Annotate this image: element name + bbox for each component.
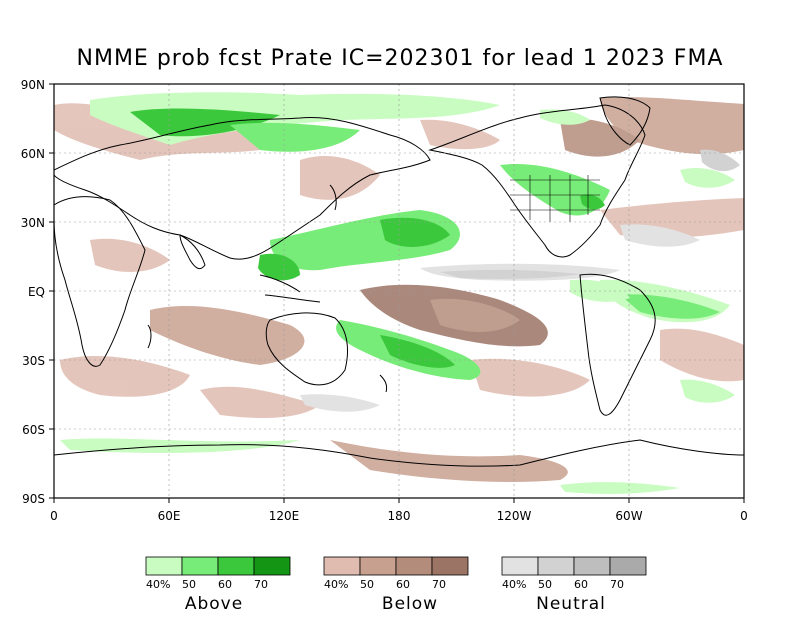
lon-label-120w: 120W (497, 509, 532, 523)
lon-label-60w: 60W (615, 509, 642, 523)
legend-above-swatch-1 (145, 556, 183, 576)
legend-neutral-tick-2: 50 (538, 578, 552, 591)
legend-below-title: Below (382, 594, 438, 614)
legend-above-tick-3: 60 (218, 578, 232, 591)
lat-label-60s: 60S (22, 423, 45, 437)
lat-label-60n: 60N (21, 147, 45, 161)
lon-labels: 0 60E 120E 180 120W 60W 0 (50, 509, 748, 523)
legend-neutral-swatch-4 (609, 556, 647, 576)
lon-label-60e: 60E (158, 509, 181, 523)
coastlines (54, 96, 744, 467)
lat-label-30n: 30N (21, 216, 45, 230)
legend-below-swatch-3 (395, 556, 433, 576)
neutral-areas (300, 149, 740, 412)
lat-label-30s: 30S (22, 354, 45, 368)
lat-label-90n: 90N (21, 78, 45, 92)
legend-neutral-tick-1: 40% (502, 578, 526, 591)
lon-label-180: 180 (388, 509, 411, 523)
legend-above: 40% 50 60 70 Above (145, 556, 291, 614)
legend-neutral-swatch-1 (501, 556, 539, 576)
lat-ticks (49, 83, 54, 499)
legend-below-tick-4: 70 (432, 578, 446, 591)
probability-field (54, 92, 744, 494)
legend-neutral-title: Neutral (536, 594, 606, 614)
legend-above-tick-1: 40% (146, 578, 170, 591)
legend-above-tick-2: 50 (182, 578, 196, 591)
legend-above-swatch-2 (181, 556, 219, 576)
lat-label-90s: 90S (22, 492, 45, 506)
legend-below-swatch-1 (323, 556, 361, 576)
legend-above-swatch-3 (217, 556, 255, 576)
legend-below-swatch-4 (431, 556, 469, 576)
legend-neutral: 40% 50 60 70 Neutral (501, 556, 647, 614)
legend-below-tick-1: 40% (324, 578, 348, 591)
us-state-borders (510, 175, 600, 222)
legend-neutral-tick-3: 60 (574, 578, 588, 591)
legend-above-title: Above (185, 594, 243, 614)
legend-neutral-swatch-2 (537, 556, 575, 576)
map-title: NMME prob fcst Prate IC=202301 for lead … (76, 46, 724, 71)
legend-neutral-swatch-3 (573, 556, 611, 576)
legend-above-tick-4: 70 (254, 578, 268, 591)
legend-below-tick-3: 60 (396, 578, 410, 591)
legend-below: 40% 50 60 70 Below (323, 556, 469, 614)
legend-below-swatch-2 (359, 556, 397, 576)
legend-below-tick-2: 50 (360, 578, 374, 591)
lat-labels: 90N 60N 30N EQ 30S 60S 90S (21, 78, 45, 506)
lon-ticks (53, 498, 745, 503)
legend-above-swatch-4 (253, 556, 291, 576)
legend-neutral-tick-4: 70 (610, 578, 624, 591)
gridlines (54, 84, 744, 498)
lon-label-120e: 120E (269, 509, 300, 523)
lat-label-eq: EQ (28, 285, 45, 299)
lon-label-0-west: 0 (50, 509, 58, 523)
lon-label-0-east: 0 (740, 509, 748, 523)
